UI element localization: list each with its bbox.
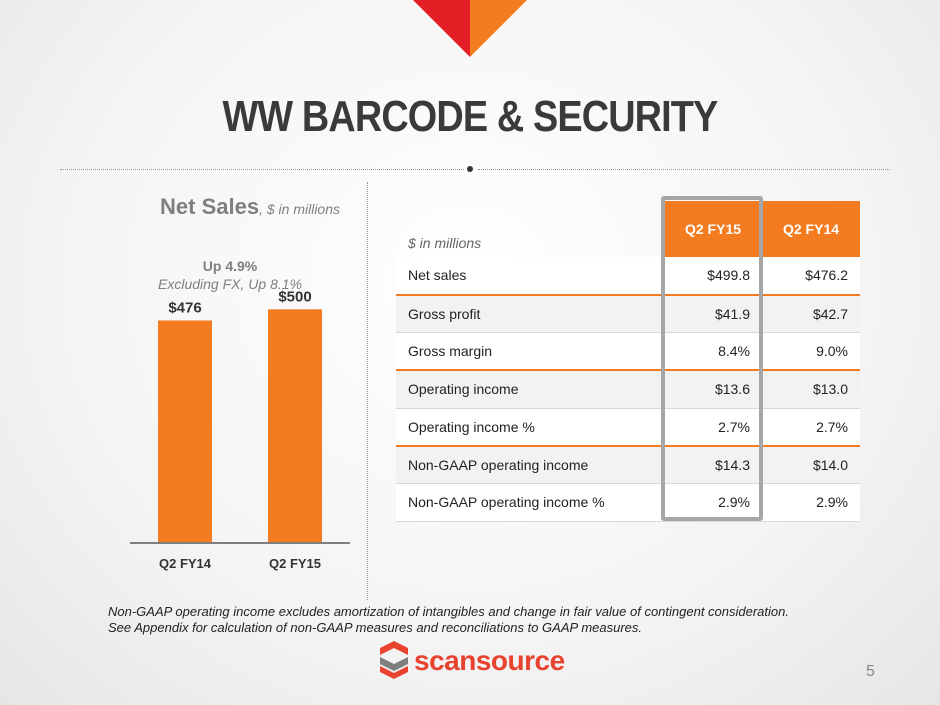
slide-title: WW BARCODE & SECURITY [222, 92, 719, 141]
q2fy15-value: $14.3 [664, 445, 762, 484]
growth-note: Up 4.9% [202, 258, 258, 274]
x-tick-label: Q2 FY14 [159, 556, 212, 571]
table-row: Non-GAAP operating income % 2.9% 2.9% [396, 483, 860, 522]
table-row: Gross profit $41.9 $42.7 [396, 294, 860, 333]
row-label: Operating income % [396, 408, 664, 447]
title-divider-left [60, 169, 464, 170]
chart-title: Net Sales [160, 194, 260, 219]
bar-data-label: $476 [168, 299, 201, 316]
column-divider [367, 182, 368, 600]
financial-summary-table: $ in millions Q2 FY15 Q2 FY14 Net sales … [396, 201, 860, 522]
page-number: 5 [866, 663, 875, 680]
q2fy14-value: $13.0 [762, 370, 860, 409]
fx-growth-note: Excluding FX, Up 8.1% [158, 276, 302, 292]
row-label: Gross margin [396, 332, 664, 372]
footnote: Non-GAAP operating income excludes amort… [108, 604, 888, 636]
logo-wordmark: scansource [414, 645, 565, 676]
q2fy14-value: $476.2 [762, 257, 860, 296]
table-units-label: $ in millions [408, 235, 482, 251]
row-label: Non-GAAP operating income % [396, 483, 664, 522]
q2fy15-value: 2.7% [664, 408, 762, 447]
q2fy14-value: 2.7% [762, 408, 860, 447]
scansource-s-icon [380, 641, 408, 679]
column-header-q2fy15: Q2 FY15 [664, 201, 762, 257]
table-row: Operating income % 2.7% 2.7% [396, 408, 860, 447]
table-row: Net sales $499.8 $476.2 [396, 257, 860, 296]
table-header-row: $ in millions Q2 FY15 Q2 FY14 [396, 201, 860, 257]
net-sales-bar-chart: $476 Q2 FY14 $500 Q2 FY15 [130, 290, 350, 571]
title-divider-right [478, 169, 890, 170]
row-label: Gross profit [396, 294, 664, 333]
chart-units: , $ in millions [259, 201, 340, 217]
row-label: Operating income [396, 370, 664, 409]
q2fy14-value: 2.9% [762, 483, 860, 522]
table-row: Non-GAAP operating income $14.3 $14.0 [396, 445, 860, 484]
table-row: Operating income $13.6 $13.0 [396, 370, 860, 409]
q2fy15-value: $41.9 [664, 294, 762, 333]
bar-q2-fy14 [158, 320, 212, 542]
q2fy15-value: $499.8 [664, 257, 762, 296]
bar-q2-fy15 [268, 309, 322, 542]
q2fy14-value: $14.0 [762, 445, 860, 484]
row-label: Non-GAAP operating income [396, 445, 664, 484]
q2fy15-value: $13.6 [664, 370, 762, 409]
q2fy14-value: $42.7 [762, 294, 860, 333]
top-chevron-graphic [413, 0, 527, 57]
q2fy15-value: 2.9% [664, 483, 762, 522]
column-header-q2fy14: Q2 FY14 [762, 201, 860, 257]
table-row: Gross margin 8.4% 9.0% [396, 332, 860, 372]
q2fy14-value: 9.0% [762, 332, 860, 372]
q2fy15-value: 8.4% [664, 332, 762, 372]
footnote-line-1: Non-GAAP operating income excludes amort… [108, 604, 789, 619]
x-tick-label: Q2 FY15 [269, 556, 321, 571]
title-divider-dot [467, 166, 473, 172]
row-label: Net sales [396, 257, 664, 296]
chart-heading: Net Sales, $ in millions [60, 194, 340, 220]
bar-data-label: $500 [278, 290, 311, 305]
footnote-line-2: See Appendix for calculation of non-GAAP… [108, 620, 643, 635]
scansource-logo: scansource [380, 641, 565, 679]
